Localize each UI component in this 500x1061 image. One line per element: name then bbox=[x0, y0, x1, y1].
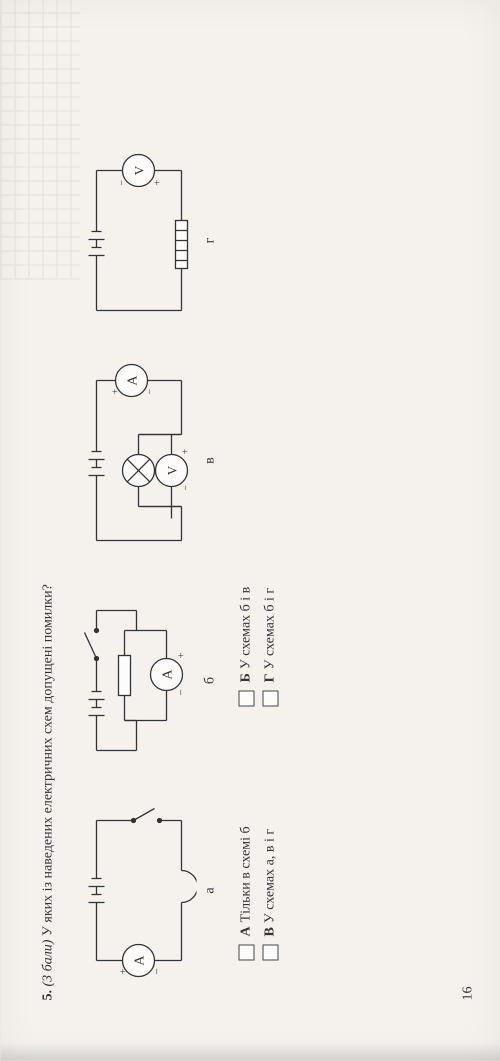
scheme-v-label: в bbox=[203, 457, 219, 464]
option-text: У схемах б і г bbox=[263, 588, 278, 670]
option-text: У схемах б і в bbox=[239, 587, 254, 669]
plus-sign: + bbox=[111, 389, 122, 395]
question-text: У яких із наведених електричних схем доп… bbox=[41, 584, 56, 936]
plus-sign: + bbox=[153, 180, 164, 186]
scheme-g: V − + г bbox=[77, 151, 219, 331]
voltmeter-label: V bbox=[165, 465, 180, 475]
option-A[interactable]: А Тільки в схемі б bbox=[239, 826, 255, 960]
option-letter: А bbox=[239, 926, 254, 936]
checkbox-icon[interactable] bbox=[239, 945, 255, 961]
voltmeter-label: V bbox=[132, 165, 147, 175]
minus-sign: − bbox=[117, 180, 128, 186]
scheme-b-label: б bbox=[203, 677, 219, 684]
option-text: У схемах а, в і г bbox=[263, 829, 278, 923]
answer-options: А Тільки в схемі б В У схемах а, в і г Б У … bbox=[239, 50, 279, 961]
option-G[interactable]: Г У схемах б і г bbox=[263, 587, 279, 707]
scheme-a-label: а bbox=[203, 887, 219, 893]
checkbox-icon[interactable] bbox=[263, 945, 279, 961]
page: 5. (3 бали) У яких із наведених електрич… bbox=[1, 0, 500, 1061]
circuit-a: A + − bbox=[77, 801, 197, 981]
plus-sign: + bbox=[118, 968, 130, 974]
checkbox-icon[interactable] bbox=[239, 690, 255, 706]
option-text: Тільки в схемі б bbox=[239, 826, 254, 922]
option-V[interactable]: В У схемах а, в і г bbox=[263, 826, 279, 960]
minus-sign: − bbox=[152, 968, 164, 974]
checkbox-icon[interactable] bbox=[263, 690, 279, 706]
question-points: (3 бали) bbox=[41, 940, 56, 987]
minus-sign: − bbox=[176, 689, 188, 695]
ammeter-label: A bbox=[133, 955, 148, 966]
scheme-v: A + − V − + в bbox=[77, 361, 219, 561]
option-B[interactable]: Б У схемах б і в bbox=[239, 587, 255, 707]
option-letter: Б bbox=[239, 673, 254, 682]
page-number: 16 bbox=[461, 987, 477, 1001]
binding-shadow bbox=[1, 1043, 500, 1061]
ammeter-label: A bbox=[161, 669, 176, 680]
question-number: 5. bbox=[41, 990, 56, 1001]
schemes-row: A + − а bbox=[77, 50, 219, 981]
option-letter: В bbox=[263, 927, 278, 936]
scheme-b: A − + б bbox=[77, 591, 219, 771]
options-left-column: А Тільки в схемі б В У схемах а, в і г bbox=[239, 826, 279, 960]
minus-sign: − bbox=[145, 389, 156, 395]
scheme-a: A + − а bbox=[77, 801, 219, 981]
circuit-b: A − + bbox=[77, 591, 197, 771]
circuit-g: V − + bbox=[77, 151, 197, 331]
ammeter-label: A bbox=[126, 375, 141, 386]
options-right-column: Б У схемах б і в Г У схемах б і г bbox=[239, 587, 279, 707]
minus-sign: − bbox=[181, 485, 192, 491]
option-letter: Г bbox=[263, 673, 278, 682]
plus-sign: + bbox=[181, 449, 192, 455]
circuit-v: A + − V − + bbox=[77, 361, 197, 561]
scheme-g-label: г bbox=[203, 238, 219, 244]
grid-background bbox=[1, 0, 81, 280]
plus-sign: + bbox=[176, 652, 188, 658]
